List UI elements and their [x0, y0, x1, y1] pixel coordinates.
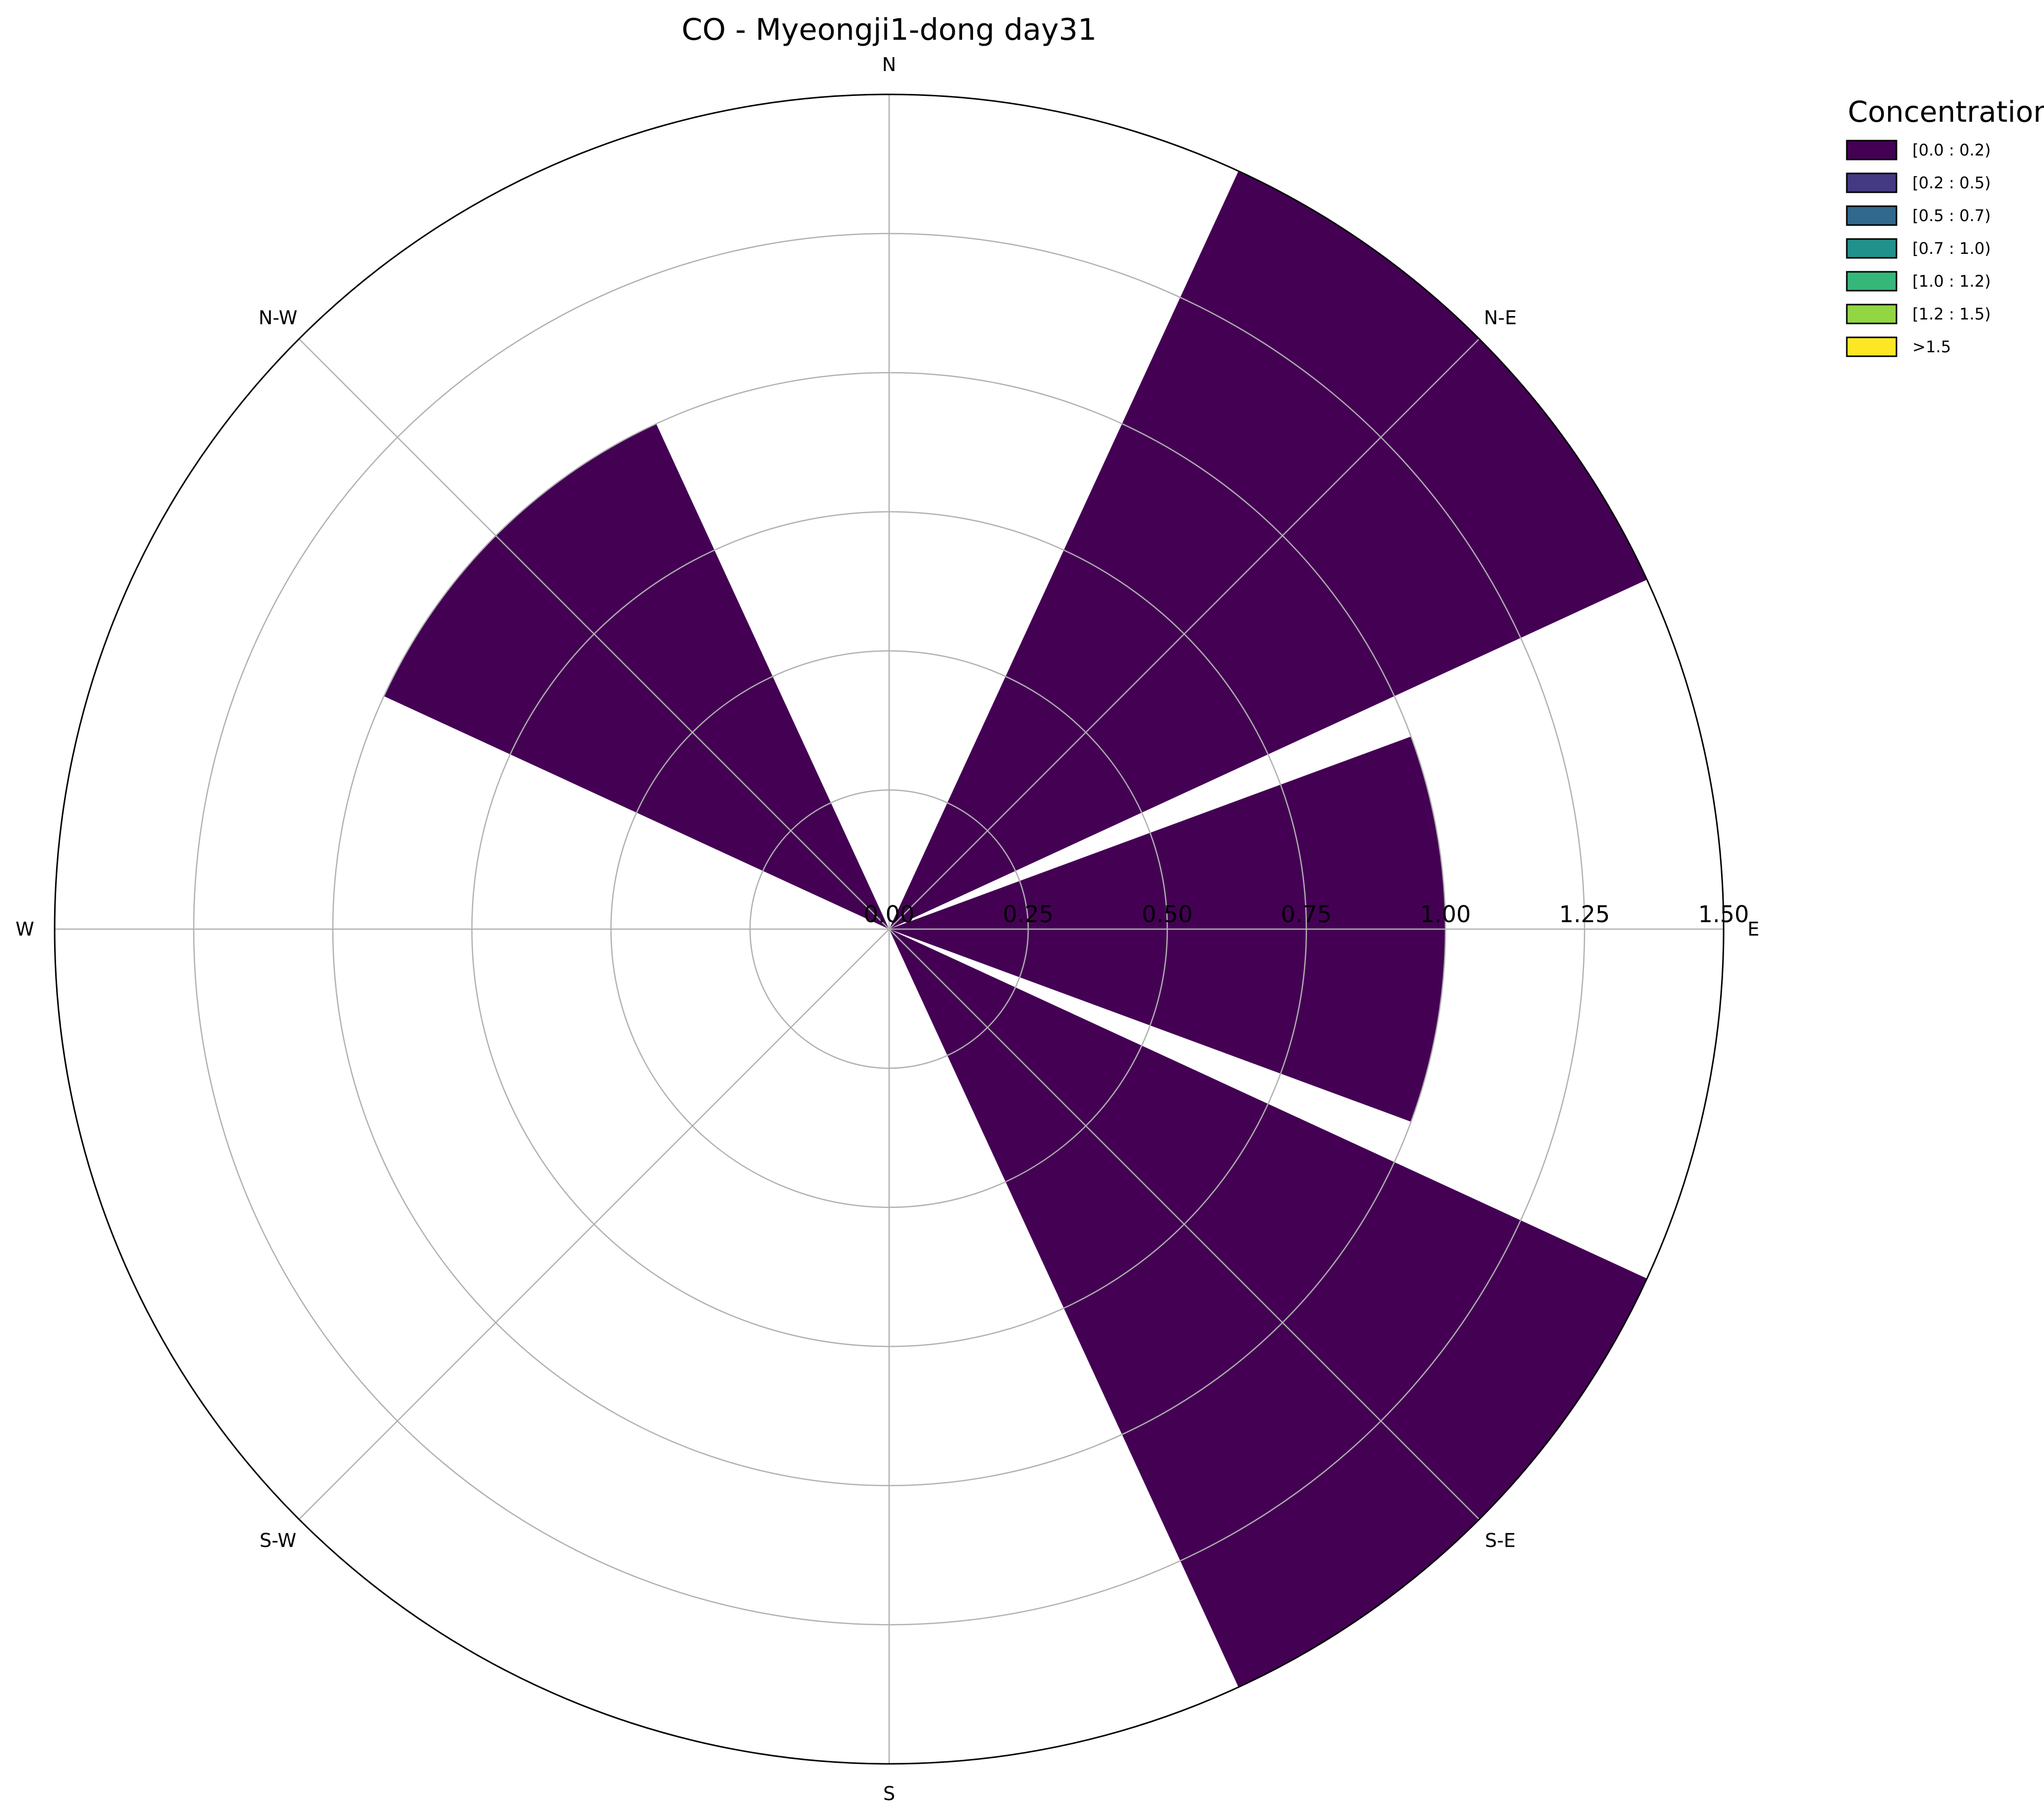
grid-spoke — [889, 338, 1480, 930]
radial-tick-label: 1.50 — [1698, 901, 1749, 928]
radial-tick-label: 1.00 — [1420, 901, 1471, 928]
radial-tick-label: 1.25 — [1559, 901, 1610, 928]
legend-title: Concentration — [1848, 95, 2044, 129]
grid-layer — [55, 94, 1724, 1764]
legend-swatch — [1846, 271, 1897, 292]
legend-label: [0.0 : 0.2) — [1912, 141, 1991, 159]
legend-swatch — [1846, 238, 1897, 259]
direction-label-n: N — [882, 54, 896, 76]
direction-label-n-w: N-W — [259, 307, 298, 329]
direction-label-s-e: S-E — [1485, 1529, 1515, 1551]
chart-title: CO - Myeongji1-dong day31 — [681, 12, 1097, 47]
legend: Concentration [0.0 : 0.2) [0.2 : 0.5) [0.5… — [1846, 95, 2044, 357]
radial-tick-label: 0.50 — [1142, 901, 1193, 928]
legend-swatch — [1846, 205, 1897, 226]
legend-swatch — [1846, 336, 1897, 357]
radial-tick-labels: 0.00 0.25 0.50 0.75 1.00 1.25 1.50 — [864, 901, 1749, 928]
legend-label: [0.7 : 1.0) — [1912, 239, 1991, 258]
radial-tick-label: 0.00 — [864, 901, 914, 928]
direction-label-e: E — [1747, 918, 1759, 940]
legend-label: >1.5 — [1912, 337, 1951, 356]
legend-label: [0.2 : 0.5) — [1912, 173, 1991, 192]
grid-spoke — [889, 929, 1480, 1520]
legend-swatch — [1846, 304, 1897, 324]
direction-label-s-w: S-W — [260, 1529, 297, 1551]
legend-label: [1.0 : 1.2) — [1912, 272, 1991, 291]
direction-labels: N N-E E S-E S S-W W N-W — [15, 54, 1759, 1805]
plot-boundary — [54, 93, 1725, 1765]
legend-swatch — [1846, 172, 1897, 193]
direction-label-w: W — [15, 918, 34, 940]
grid-spoke — [299, 929, 890, 1520]
legend-label: [1.2 : 1.5) — [1912, 305, 1991, 323]
direction-label-s: S — [883, 1783, 895, 1805]
legend-swatch — [1846, 140, 1897, 160]
grid-spoke — [299, 338, 890, 930]
direction-label-n-e: N-E — [1484, 307, 1516, 329]
radial-tick-label: 0.75 — [1281, 901, 1332, 928]
legend-label: [0.5 : 0.7) — [1912, 206, 1991, 225]
radial-tick-label: 0.25 — [1003, 901, 1054, 928]
